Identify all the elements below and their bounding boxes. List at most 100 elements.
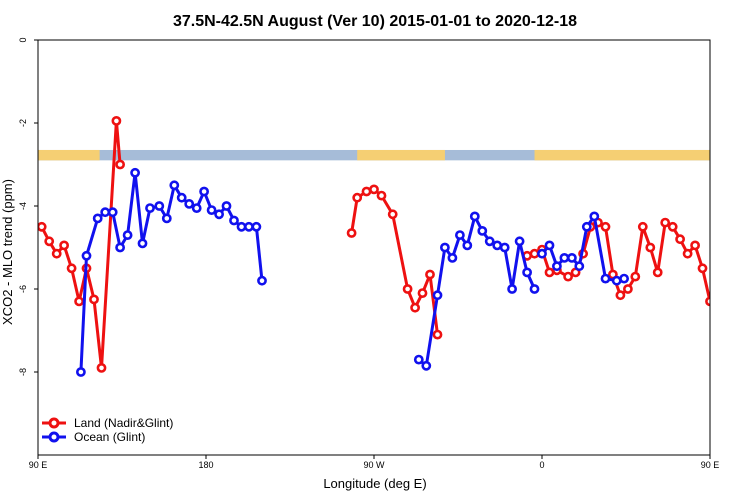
data-point [130, 167, 140, 178]
data-point [38, 221, 47, 232]
data-point [469, 211, 480, 222]
data-point [630, 271, 641, 282]
data-point [559, 252, 570, 263]
data-point [352, 192, 363, 203]
data-point [705, 296, 710, 307]
data-point [484, 236, 495, 247]
data-point [154, 201, 165, 211]
data-point [387, 209, 398, 220]
series-line [417, 214, 536, 368]
data-point [529, 248, 540, 259]
land-band [38, 149, 100, 161]
plot-frame [37, 39, 711, 456]
legend-ocean-marker [48, 431, 60, 443]
data-point [544, 240, 555, 251]
data-point [111, 116, 122, 126]
data-point [376, 190, 387, 201]
data-point [122, 230, 133, 240]
data-point [619, 273, 629, 284]
data-point [221, 201, 232, 211]
data-point [402, 284, 413, 294]
data-point [74, 296, 84, 307]
data-point [100, 207, 111, 218]
chart-title: 37.5N-42.5N August (Ver 10) 2015-01-01 t… [173, 13, 577, 30]
data-point [537, 248, 547, 259]
data-point [51, 248, 62, 259]
data-point [191, 203, 202, 213]
y-tick-label: -2 [18, 119, 28, 127]
data-point [229, 215, 239, 226]
data-point [697, 263, 708, 274]
data-point [59, 240, 69, 251]
y-tick-label: 0 [18, 37, 28, 42]
data-point [346, 228, 357, 238]
data-point [623, 284, 633, 294]
data-point [462, 240, 473, 251]
data-point [184, 198, 195, 209]
data-point [137, 238, 148, 249]
data-point [522, 267, 532, 278]
data-point [615, 290, 626, 301]
data-point [637, 221, 648, 232]
data-point [413, 354, 424, 365]
data-point [567, 252, 577, 263]
data-point [507, 284, 517, 294]
data-point [410, 302, 420, 313]
x-axis-label: Longitude (deg E) [323, 476, 426, 491]
data-point [145, 203, 155, 213]
data-point [492, 240, 503, 251]
data-point [176, 192, 187, 203]
data-point [96, 362, 107, 373]
y-tick-label: -6 [18, 285, 28, 293]
data-point [107, 207, 118, 218]
data-point [214, 209, 224, 220]
data-point [81, 250, 92, 261]
data-point [44, 236, 55, 247]
data-point [417, 288, 428, 298]
data-point [574, 261, 585, 272]
data-point [660, 217, 671, 228]
y-tick-label: -8 [18, 368, 28, 376]
data-point [251, 221, 262, 232]
data-point [439, 242, 450, 253]
data-point [667, 221, 678, 232]
data-point [115, 159, 125, 170]
data-point [206, 205, 217, 215]
series-ocean [76, 167, 629, 377]
x-tick-label: 90 E [29, 460, 48, 470]
data-point [600, 273, 611, 284]
data-point [499, 242, 510, 253]
data-point [581, 221, 592, 232]
legend: Land (Nadir&Glint) Ocean (Glint) [42, 416, 173, 444]
data-point [66, 263, 77, 274]
data-point [563, 271, 573, 282]
legend-land-label: Land (Nadir&Glint) [74, 416, 173, 430]
data-point [477, 225, 488, 236]
data-point [161, 213, 172, 224]
data-point [92, 213, 103, 224]
data-point [425, 269, 435, 280]
data-point [369, 184, 379, 195]
data-point [514, 236, 525, 247]
y-axis-label: XCO2 - MLO trend (ppm) [0, 179, 15, 325]
data-point [690, 240, 700, 251]
x-tick-label: 180 [198, 460, 213, 470]
data-point [447, 252, 458, 263]
data-point [243, 221, 254, 232]
data-point [682, 248, 693, 259]
data-point [432, 329, 443, 340]
legend-ocean-label: Ocean (Glint) [74, 430, 145, 444]
axes: 90 E 180 90 W 0 90 E 0 -2 -4 -6 -8 [18, 37, 719, 470]
data-point [199, 186, 209, 197]
x-tick-label: 90 W [363, 460, 385, 470]
data-point [432, 290, 443, 301]
land-ocean-strip [38, 149, 710, 161]
y-tick-label: -4 [18, 202, 28, 210]
x-tick-label: 0 [539, 460, 544, 470]
land-band [534, 149, 710, 161]
data-point [600, 221, 611, 232]
data-point [169, 180, 180, 191]
data-point [454, 230, 465, 240]
data-point [529, 284, 540, 294]
data-point [76, 367, 86, 377]
